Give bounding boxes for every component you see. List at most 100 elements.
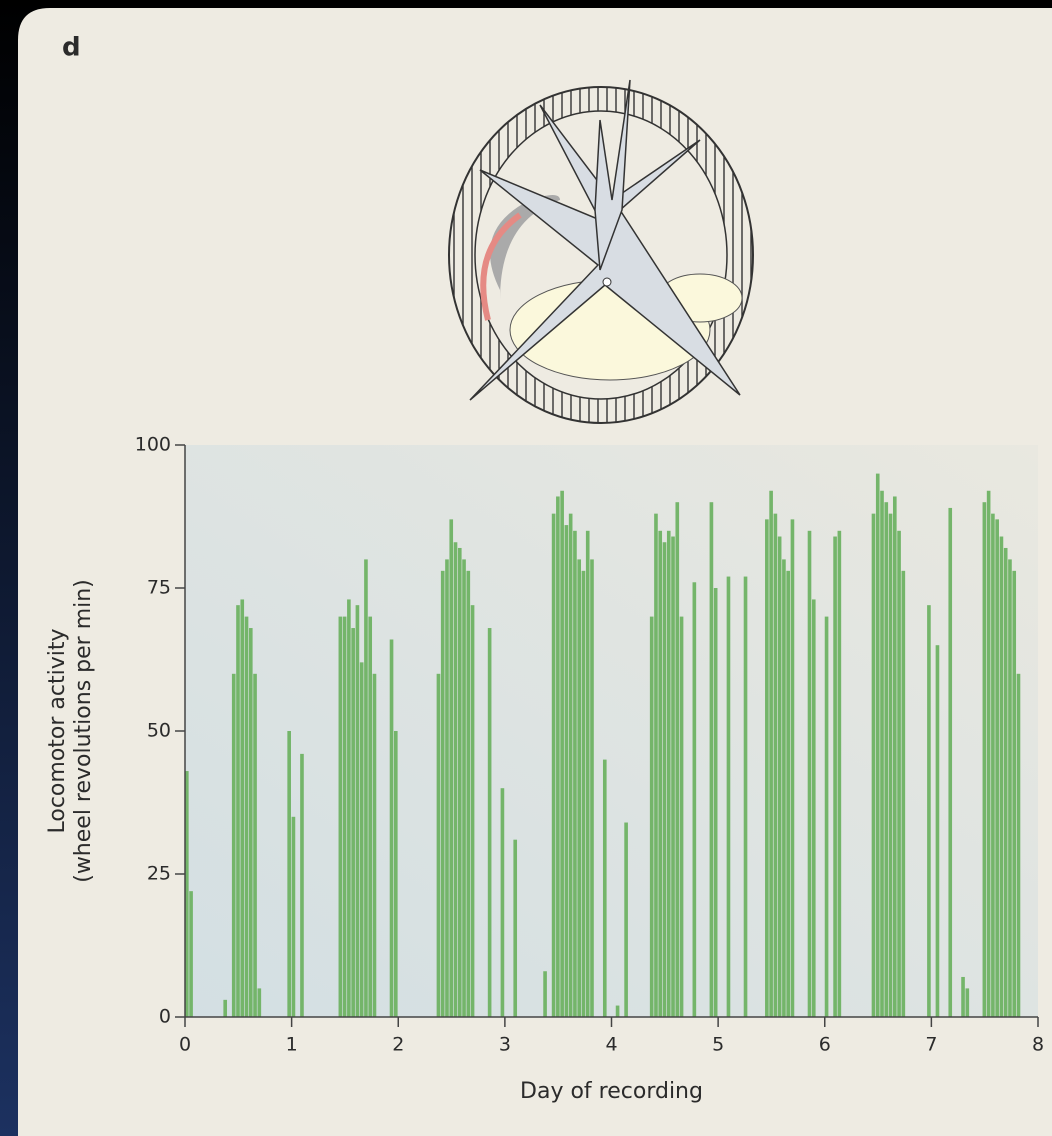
bar [462, 559, 466, 1017]
bar [573, 530, 577, 1017]
bar [1012, 570, 1017, 1017]
bar [679, 616, 684, 1017]
bar [897, 530, 901, 1017]
bar [875, 473, 880, 1018]
bar [393, 731, 398, 1017]
bar [543, 971, 547, 1017]
bar [662, 542, 667, 1017]
bar [884, 502, 889, 1017]
bar [880, 490, 884, 1017]
bar [189, 891, 193, 1017]
bar [991, 513, 995, 1017]
x-tick-label: 4 [605, 1034, 617, 1056]
bar [244, 616, 249, 1017]
y-axis-label: Locomotor activity [45, 629, 70, 834]
x-tick-label: 0 [179, 1034, 191, 1056]
y-tick-label: 50 [147, 720, 171, 742]
bar [513, 839, 518, 1017]
bar [658, 530, 663, 1017]
bar [487, 628, 492, 1017]
bar [1003, 547, 1008, 1017]
bar [287, 731, 291, 1017]
bar [436, 673, 441, 1017]
bar [995, 519, 999, 1017]
bar [359, 662, 364, 1017]
bar [453, 542, 458, 1017]
bar [986, 490, 991, 1017]
bar [300, 753, 304, 1017]
bar [743, 576, 748, 1017]
bar [833, 536, 837, 1017]
bar [999, 536, 1004, 1017]
bar [837, 530, 842, 1017]
bar [961, 976, 965, 1017]
bar [257, 988, 262, 1017]
y-tick-label: 25 [147, 863, 171, 885]
bar [807, 530, 812, 1017]
bar [342, 616, 347, 1017]
bar [466, 570, 471, 1017]
bar [1008, 559, 1012, 1017]
x-tick-label: 5 [712, 1034, 724, 1056]
bar [577, 559, 582, 1017]
bar [556, 496, 560, 1018]
bar [871, 513, 876, 1017]
wheel-illustration [448, 79, 754, 424]
bar [560, 490, 564, 1017]
bar [223, 999, 228, 1017]
bar [935, 645, 940, 1017]
bar [291, 816, 296, 1017]
bar [389, 639, 394, 1017]
bar [654, 513, 658, 1017]
bar [602, 759, 607, 1017]
bar [590, 559, 594, 1017]
y-tick-label: 75 [147, 577, 171, 599]
y-axis-label: (wheel revolutions per min) [71, 579, 96, 883]
bar [765, 519, 769, 1017]
bar [440, 570, 445, 1017]
bar [709, 502, 714, 1017]
bar [445, 559, 449, 1017]
bar [786, 570, 790, 1017]
bar [338, 616, 343, 1017]
bar [581, 570, 586, 1017]
bar [231, 673, 236, 1017]
bar [1016, 673, 1021, 1017]
bar [982, 502, 987, 1017]
bar [649, 616, 654, 1017]
bar [372, 673, 377, 1017]
bar [624, 822, 628, 1017]
bar [236, 605, 240, 1017]
bar [811, 599, 816, 1017]
x-tick-label: 6 [819, 1034, 831, 1056]
bar [927, 605, 931, 1017]
bar [355, 605, 360, 1017]
x-tick-label: 2 [392, 1034, 404, 1056]
y-tick-label: 0 [159, 1006, 171, 1028]
bar [888, 513, 893, 1017]
bar [240, 599, 245, 1017]
bar [351, 628, 355, 1017]
bar [449, 519, 454, 1017]
bar [368, 616, 373, 1017]
bar [713, 588, 718, 1017]
bar [666, 530, 671, 1017]
bar [457, 547, 462, 1017]
bar [347, 599, 351, 1017]
bar [692, 582, 697, 1017]
bar [470, 605, 475, 1017]
bar [782, 559, 786, 1017]
x-tick-label: 1 [286, 1034, 298, 1056]
bar [769, 490, 773, 1017]
bar [901, 570, 906, 1017]
plot-background [185, 445, 1038, 1017]
panel-label: d [62, 33, 81, 63]
bar [551, 513, 556, 1017]
bar [675, 502, 680, 1017]
x-tick-label: 8 [1032, 1034, 1044, 1056]
bar [948, 507, 953, 1017]
bar [965, 988, 970, 1017]
bar [248, 628, 253, 1017]
bar [773, 513, 778, 1017]
